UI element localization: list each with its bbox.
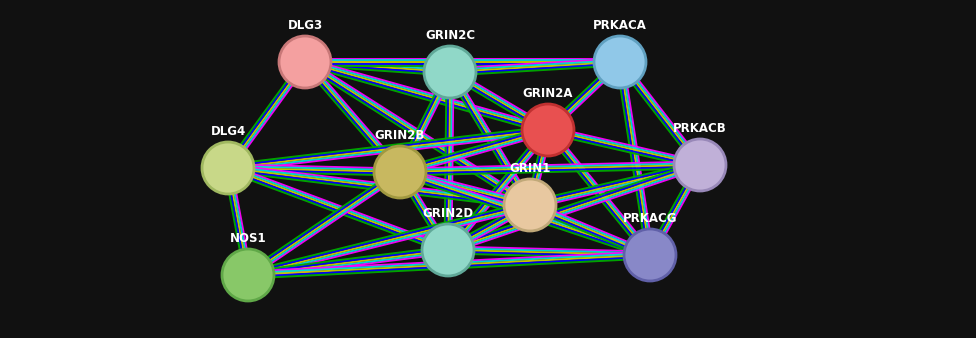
Circle shape: [279, 36, 331, 88]
Circle shape: [674, 139, 726, 191]
Circle shape: [202, 142, 254, 194]
Circle shape: [374, 146, 426, 198]
Circle shape: [422, 224, 474, 276]
Text: PRKACB: PRKACB: [673, 122, 727, 135]
Text: DLG3: DLG3: [288, 19, 322, 32]
Text: GRIN2C: GRIN2C: [425, 29, 475, 42]
Circle shape: [424, 46, 476, 98]
Text: GRIN2B: GRIN2B: [375, 129, 426, 142]
Circle shape: [522, 104, 574, 156]
Text: PRKACG: PRKACG: [623, 212, 677, 225]
Circle shape: [222, 249, 274, 301]
Circle shape: [504, 179, 556, 231]
Circle shape: [624, 229, 676, 281]
Text: PRKACA: PRKACA: [593, 19, 647, 32]
Text: GRIN1: GRIN1: [509, 162, 550, 175]
Text: GRIN2A: GRIN2A: [523, 87, 573, 100]
Text: DLG4: DLG4: [211, 125, 246, 138]
Circle shape: [594, 36, 646, 88]
Text: GRIN2D: GRIN2D: [423, 207, 473, 220]
Text: NOS1: NOS1: [229, 232, 266, 245]
